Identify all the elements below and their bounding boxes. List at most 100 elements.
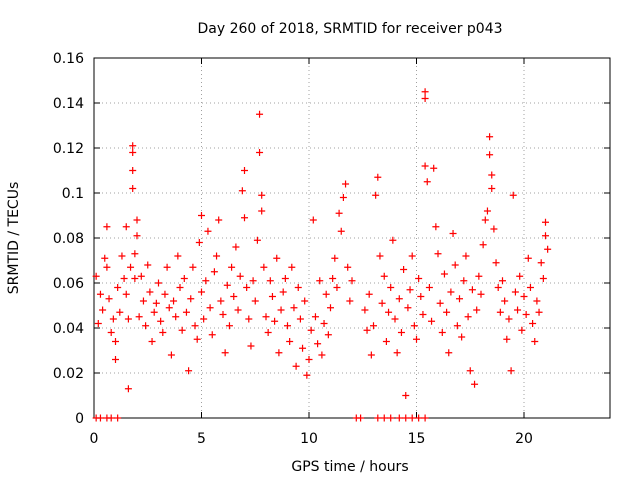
- data-point: [430, 164, 438, 172]
- data-point: [509, 191, 517, 199]
- data-point: [494, 284, 502, 291]
- data-point: [137, 272, 145, 280]
- data-point: [129, 142, 137, 150]
- data-point: [514, 306, 522, 314]
- data-point: [155, 279, 162, 287]
- data-point: [453, 322, 461, 330]
- data-point: [380, 272, 388, 280]
- data-point: [163, 263, 171, 271]
- data-point: [296, 315, 304, 323]
- data-point: [124, 315, 132, 323]
- x-axis-label: GPS time / hours: [291, 459, 408, 475]
- data-point: [243, 284, 251, 291]
- data-point: [329, 275, 337, 282]
- data-point: [290, 304, 298, 312]
- data-point: [301, 297, 309, 305]
- data-point: [447, 288, 455, 296]
- plot-frame: [93, 57, 611, 419]
- data-point: [496, 308, 504, 316]
- data-point: [434, 250, 442, 258]
- data-point: [200, 315, 208, 323]
- data-point: [288, 263, 296, 271]
- data-point: [537, 259, 545, 267]
- data-point: [395, 295, 403, 303]
- data-point: [316, 277, 324, 285]
- data-point: [107, 414, 115, 422]
- data-point: [320, 320, 328, 327]
- data-point: [292, 362, 300, 370]
- data-point: [339, 194, 347, 201]
- data-point: [387, 284, 395, 291]
- axis-ticks: 0 0.02 0.04 0.06 0.08 0.1 0.12 0.14 0.16 0 5 10 15 20: [53, 51, 610, 447]
- data-point: [118, 252, 126, 260]
- data-point: [389, 236, 397, 244]
- data-point: [189, 263, 197, 271]
- data-point: [253, 236, 261, 244]
- data-point: [241, 214, 248, 222]
- data-point: [346, 297, 354, 305]
- data-point: [185, 367, 193, 375]
- data-point: [524, 254, 532, 262]
- data-point: [361, 306, 369, 314]
- data-point: [232, 243, 240, 251]
- data-point: [466, 367, 474, 375]
- data-point: [462, 252, 470, 260]
- data-point: [516, 272, 524, 280]
- data-point: [174, 252, 182, 260]
- data-point: [468, 286, 476, 294]
- data-point: [522, 311, 530, 318]
- data-point: [208, 331, 216, 339]
- data-point: [129, 149, 137, 156]
- data-point: [501, 297, 509, 305]
- data-point: [256, 110, 264, 118]
- y-tick-label: 0.04: [53, 321, 84, 337]
- data-point: [150, 308, 158, 316]
- data-point: [215, 216, 223, 224]
- data-point: [413, 335, 420, 343]
- data-point: [176, 284, 184, 291]
- data-point: [417, 293, 425, 300]
- data-point: [376, 252, 384, 260]
- data-point: [518, 326, 526, 334]
- x-tick-label: 0: [90, 431, 99, 447]
- data-point: [193, 335, 201, 343]
- data-point: [479, 241, 487, 249]
- data-point: [273, 254, 281, 262]
- data-point: [305, 356, 313, 363]
- data-point: [488, 185, 496, 192]
- data-point: [421, 414, 429, 422]
- data-point: [236, 272, 244, 280]
- data-point: [533, 297, 541, 305]
- data-point: [490, 225, 498, 233]
- y-tick-label: 0.1: [62, 186, 84, 202]
- data-point: [299, 344, 307, 352]
- data-point: [539, 275, 547, 282]
- data-point: [438, 329, 446, 336]
- data-point: [133, 232, 141, 240]
- data-point: [460, 277, 468, 285]
- data-point: [428, 317, 436, 325]
- data-point: [380, 414, 388, 422]
- grid: [94, 58, 610, 418]
- data-point: [258, 191, 266, 199]
- chart-title: Day 260 of 2018, SRMTID for receiver p04…: [197, 21, 502, 37]
- data-point: [337, 227, 345, 235]
- data-point: [421, 162, 429, 170]
- data-point: [114, 414, 122, 422]
- data-point: [109, 315, 117, 323]
- data-point: [187, 295, 195, 303]
- data-point: [172, 313, 180, 321]
- data-point: [374, 414, 382, 422]
- data-point: [395, 414, 403, 422]
- data-point: [281, 275, 289, 282]
- data-point: [348, 277, 356, 285]
- data-point: [112, 356, 119, 363]
- data-point: [159, 329, 167, 336]
- data-point: [284, 322, 291, 330]
- data-point: [324, 331, 332, 339]
- data-point: [146, 288, 154, 296]
- data-point: [167, 351, 175, 359]
- data-point: [481, 216, 489, 224]
- data-point: [152, 299, 160, 307]
- data-point: [131, 250, 139, 258]
